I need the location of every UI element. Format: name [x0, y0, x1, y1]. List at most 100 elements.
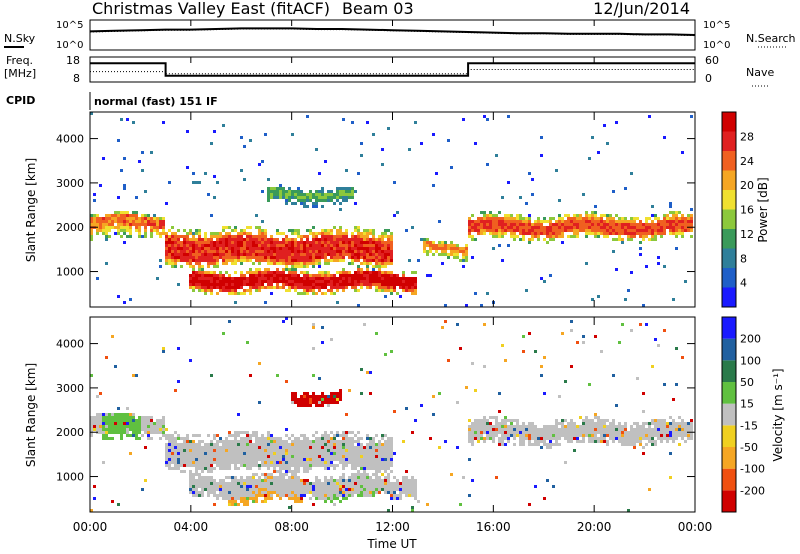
heatmap-cell [279, 437, 282, 440]
heatmap-cell [672, 434, 675, 437]
heatmap-cell [618, 220, 621, 223]
heatmap-cell [300, 280, 303, 283]
heatmap-cell [303, 253, 306, 256]
heatmap-cell [156, 232, 159, 235]
heatmap-cell [492, 226, 495, 229]
heatmap-cell [375, 259, 378, 262]
heatmap-cell [201, 289, 204, 292]
heatmap-cell [432, 395, 435, 398]
heatmap-cell [90, 416, 93, 419]
heatmap-cell [207, 476, 210, 479]
heatmap-cell [567, 428, 570, 431]
heatmap-cell [333, 253, 336, 256]
heatmap-cell [594, 413, 597, 416]
heatmap-cell [591, 214, 594, 217]
heatmap-cell [456, 401, 459, 404]
heatmap-cell [561, 434, 564, 437]
heatmap-cell [324, 160, 327, 163]
heatmap-cell [357, 443, 360, 446]
heatmap-cell [324, 443, 327, 446]
heatmap-cell [537, 434, 540, 437]
heatmap-cell [165, 250, 168, 253]
heatmap-cell [102, 157, 105, 160]
heatmap-cell [636, 223, 639, 226]
heatmap-cell [468, 431, 471, 434]
heatmap-cell [651, 434, 654, 437]
heatmap-cell [525, 437, 528, 440]
heatmap-cell [168, 455, 171, 458]
heatmap-cell [228, 467, 231, 470]
heatmap-cell [621, 440, 624, 443]
heatmap-cell [183, 470, 186, 473]
heatmap-cell [180, 452, 183, 455]
heatmap-cell [657, 437, 660, 440]
heatmap-cell [405, 407, 408, 410]
heatmap-cell [384, 247, 387, 250]
heatmap-cell [411, 226, 414, 229]
heatmap-cell [552, 434, 555, 437]
heatmap-cell [258, 494, 261, 497]
heatmap-cell [174, 244, 177, 247]
heatmap-cell [99, 413, 102, 416]
heatmap-cell [501, 196, 504, 199]
heatmap-cell [336, 434, 339, 437]
heatmap-cell [621, 232, 624, 235]
heatmap-cell [165, 247, 168, 250]
heatmap-cell [273, 274, 276, 277]
heatmap-cell [543, 232, 546, 235]
heatmap-cell [519, 440, 522, 443]
heatmap-cell [168, 241, 171, 244]
heatmap-cell [348, 491, 351, 494]
heatmap-cell [255, 250, 258, 253]
heatmap-cell [231, 482, 234, 485]
heatmap-cell [546, 437, 549, 440]
heatmap-cell [261, 247, 264, 250]
heatmap-cell [612, 422, 615, 425]
heatmap-cell [303, 280, 306, 283]
heatmap-cell [303, 494, 306, 497]
heatmap-cell [237, 413, 240, 416]
heatmap-cell [564, 461, 567, 464]
heatmap-cell [123, 184, 126, 187]
heatmap-cell [345, 274, 348, 277]
heatmap-cell [273, 190, 276, 193]
heatmap-cell [300, 256, 303, 259]
heatmap-cell [369, 247, 372, 250]
heatmap-cell [384, 286, 387, 289]
heatmap-cell [141, 169, 144, 172]
heatmap-cell [354, 464, 357, 467]
heatmap-cell [597, 226, 600, 229]
heatmap-cell [291, 202, 294, 205]
heatmap-cell [627, 434, 630, 437]
heatmap-cell [327, 461, 330, 464]
heatmap-cell [105, 428, 108, 431]
heatmap-cell [366, 446, 369, 449]
heatmap-cell [273, 280, 276, 283]
heatmap-cell [144, 190, 147, 193]
heatmap-cell [504, 416, 507, 419]
heatmap-cell [285, 479, 288, 482]
heatmap-cell [465, 256, 468, 259]
heatmap-cell [309, 440, 312, 443]
heatmap-cell [303, 404, 306, 407]
power-colorbar-label: Power [dB] [756, 177, 770, 242]
heatmap-cell [285, 256, 288, 259]
colorbar-segment [722, 403, 736, 426]
heatmap-cell [183, 464, 186, 467]
heatmap-cell [321, 404, 324, 407]
heatmap-cell [555, 434, 558, 437]
heatmap-cell [279, 184, 282, 187]
heatmap-cell [390, 455, 393, 458]
heatmap-cell [651, 431, 654, 434]
heatmap-cell [303, 205, 306, 208]
heatmap-cell [330, 446, 333, 449]
heatmap-cell [177, 244, 180, 247]
heatmap-cell [633, 422, 636, 425]
heatmap-cell [156, 425, 159, 428]
heatmap-cell [366, 283, 369, 286]
heatmap-cell [522, 434, 525, 437]
heatmap-cell [681, 428, 684, 431]
heatmap-cell [258, 232, 261, 235]
heatmap-cell [318, 172, 321, 175]
heatmap-cell [207, 253, 210, 256]
